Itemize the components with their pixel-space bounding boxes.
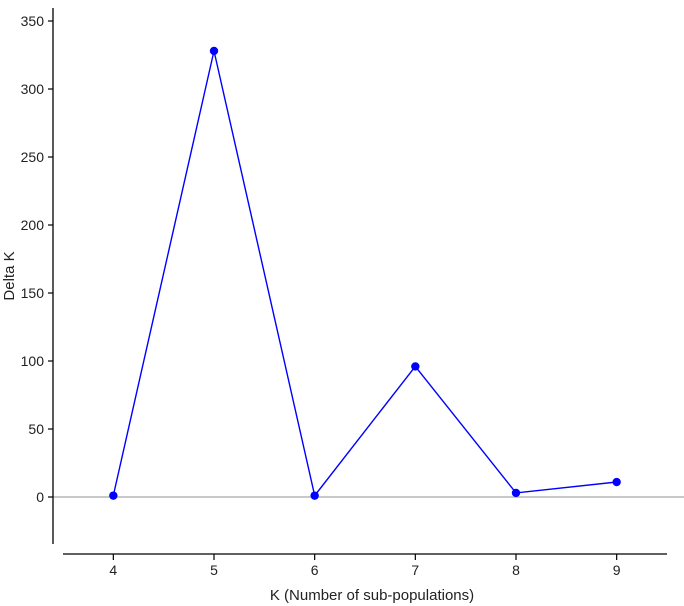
x-ticks-layer: 4 5 6 7 8 9 [109, 554, 621, 578]
x-tick-label: 6 [311, 562, 319, 578]
data-point [612, 477, 621, 487]
series-layer [109, 46, 621, 500]
axes-layer [52, 8, 667, 555]
y-tick-label: 250 [21, 149, 45, 165]
data-point [109, 491, 118, 500]
data-point [310, 491, 319, 500]
x-tick-label: 5 [210, 562, 218, 578]
y-tick-label: 150 [21, 285, 45, 301]
x-tick-label: 4 [109, 562, 117, 578]
data-point [411, 362, 420, 371]
data-point [209, 46, 219, 56]
x-axis-title: K (Number of sub-populations) [270, 587, 474, 604]
x-tick-label: 8 [512, 562, 520, 578]
y-tick-label: 100 [21, 353, 45, 369]
y-tick-label: 50 [28, 421, 44, 437]
series-line [112, 50, 617, 498]
y-axis-title: Delta K [1, 251, 18, 300]
y-tick-label: 300 [21, 81, 45, 97]
x-tick-label: 7 [411, 562, 419, 578]
y-tick-label: 350 [21, 13, 45, 29]
y-ticks-layer: 0 50 100 150 200 250 300 350 [21, 13, 53, 505]
data-point [511, 488, 521, 498]
x-tick-label: 9 [613, 562, 621, 578]
y-tick-label: 0 [36, 489, 44, 505]
y-tick-label: 200 [21, 217, 45, 233]
plot-area: 0 50 100 150 200 250 300 350 4 5 6 7 8 9 [21, 8, 684, 578]
